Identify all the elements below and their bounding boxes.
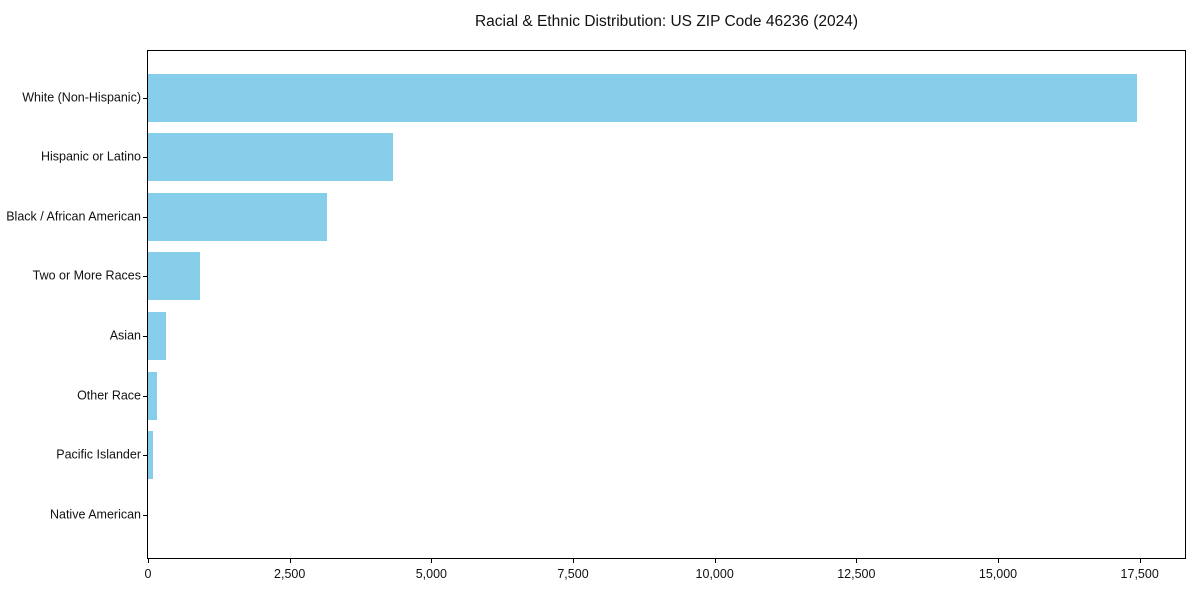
y-tick-label-asian: Asian: [109, 328, 141, 343]
plot-area: [147, 50, 1186, 559]
y-tick-label-pacific-islander: Pacific Islander: [56, 447, 141, 462]
x-tick-mark: [573, 559, 574, 563]
y-tick-mark: [143, 514, 147, 516]
x-tick-label-12500: 12,500: [837, 567, 876, 581]
x-tick-mark: [856, 559, 858, 563]
x-tick-mark: [1139, 559, 1141, 563]
y-tick-mark: [143, 395, 147, 397]
y-tick-label-other-race: Other Race: [77, 388, 141, 402]
y-tick-mark: [143, 216, 147, 218]
x-tick-label-17500: 17,500: [1120, 567, 1159, 581]
x-tick-mark: [289, 559, 291, 563]
y-tick-label-native-american: Native American: [49, 507, 141, 522]
bar-white-non-hispanic: [148, 73, 1138, 122]
y-tick-label-white-non-hispanic: White (Non-Hispanic): [22, 90, 141, 104]
y-tick-mark: [143, 97, 147, 99]
y-tick-label-black-african-american: Black / African American: [6, 209, 141, 224]
x-tick-label-15000: 15,000: [978, 567, 1018, 581]
x-tick-label-7500: 7,500: [557, 567, 589, 581]
bar-two-or-more-races: [148, 252, 200, 301]
y-tick-mark: [143, 157, 147, 159]
bar-black-african-american: [148, 192, 328, 241]
y-tick-label-hispanic-or-latino: Hispanic or Latino: [40, 149, 141, 164]
bar-asian: [148, 311, 167, 360]
y-tick-mark: [143, 335, 147, 337]
y-tick-mark: [143, 276, 147, 278]
bar-hispanic-or-latino: [148, 133, 394, 182]
x-tick-label-0: 0: [144, 567, 152, 581]
x-tick-mark: [431, 559, 433, 563]
x-tick-label-5000: 5,000: [415, 567, 447, 581]
y-tick-label-two-or-more-races: Two or More Races: [32, 268, 141, 283]
bar-pacific-islander: [148, 431, 154, 480]
bar-other-race: [148, 371, 158, 420]
x-tick-mark: [714, 559, 716, 563]
x-tick-label-10000: 10,000: [695, 567, 734, 581]
x-tick-label-2500: 2,500: [274, 567, 306, 581]
chart-title: Racial & Ethnic Distribution: US ZIP Cod…: [474, 13, 859, 30]
y-tick-mark: [143, 455, 147, 457]
x-tick-mark: [998, 559, 999, 563]
x-tick-mark: [148, 559, 149, 563]
